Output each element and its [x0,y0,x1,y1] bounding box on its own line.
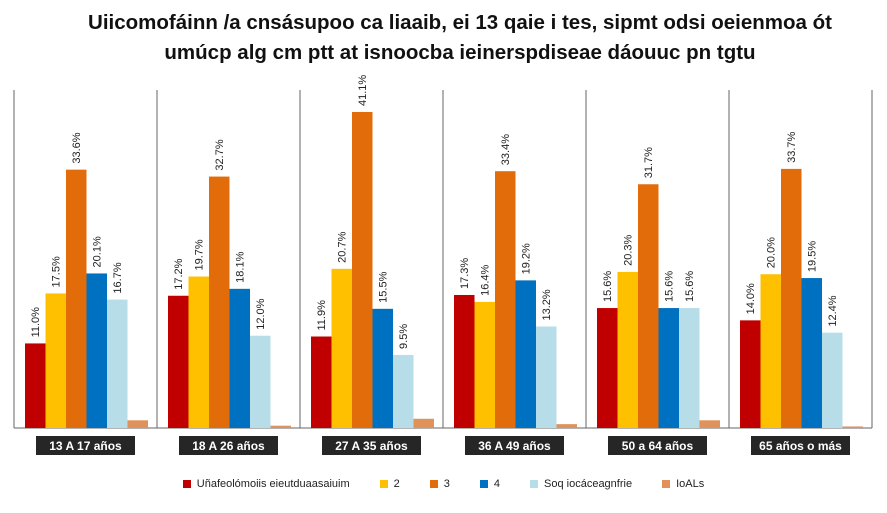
bar-5-1 [107,299,128,428]
category-label-box [751,436,850,455]
data-label: 20.7% [337,231,349,262]
data-label: 16.7% [112,262,124,293]
bar-4-3 [372,308,393,428]
category-label-box [322,436,421,455]
legend-swatch [479,480,488,488]
category-label: 18 A 26 años [192,439,265,453]
legend-swatch [530,480,539,488]
bar-2-3 [331,268,352,428]
bar-3-2 [209,176,230,428]
data-label: 11.9% [316,300,328,331]
data-label: 20.1% [92,236,104,267]
bar-1-4 [454,294,475,428]
legend-item: Uñafeolómoiis eieutduaasaiuim [182,478,350,490]
bar-6-3 [413,418,434,428]
legend-label: Uñafeolómoiis eieutduaasaiuim [196,478,350,490]
bar-3-3 [352,111,373,428]
chart-title: Uiicomofáinn /a cnsásupoo ca liaaib, ei … [88,11,832,64]
data-label: 12.0% [255,298,267,329]
bar-2-5 [617,271,638,428]
legend-item: 4 [479,478,501,490]
data-label: 13.2% [541,289,553,320]
bar-1-6 [740,320,761,428]
legend-swatch [662,480,671,488]
bar-4-2 [229,288,250,428]
data-label: 33.4% [500,134,512,165]
category-label: 65 años o más [759,439,842,453]
bar-2-4 [474,301,495,428]
category-label-box [465,436,564,455]
data-label: 9.5% [398,324,410,349]
bar-6-2 [270,425,291,428]
bar-2-1 [45,293,66,428]
data-label: 31.7% [643,147,655,178]
legend-label: 3 [443,478,450,490]
legend-label: IoALs [676,478,705,490]
legend-swatch [429,480,438,488]
bar-6-1 [127,420,148,428]
data-label: 19.2% [521,243,533,274]
data-label: 32.7% [214,139,226,170]
legend: Uñafeolómoiis eieutduaasaiuim 2 3 4 Soq iocá… [0,478,887,490]
bar-4-1 [86,273,107,428]
bar-6-4 [556,424,577,428]
legend-swatch [379,480,388,488]
data-label: 15.6% [602,271,614,302]
data-label: 12.4% [827,295,839,326]
legend-item: 2 [379,478,400,490]
category-label: 36 A 49 años [478,439,551,453]
bar-4-6 [801,278,822,428]
data-label: 11.0% [30,307,42,338]
bar-2-2 [188,276,209,428]
bar-3-5 [638,184,659,428]
bar-5-3 [393,354,414,428]
data-label: 20.3% [623,235,635,266]
data-label: 16.4% [480,264,492,295]
bar-5-5 [679,308,700,428]
bar-2-6 [760,274,781,428]
data-label: 19.7% [194,239,206,270]
bar-5-2 [250,335,271,428]
data-label: 15.6% [684,271,696,302]
legend-label: 4 [493,478,501,490]
bar-4-5 [658,308,679,428]
legend-item: Soq iocáceagnfrie [530,478,632,490]
bar-1-2 [168,295,189,428]
legend-swatch [182,480,191,488]
data-label: 15.5% [378,271,390,302]
data-label: 17.5% [51,256,63,287]
data-label: 15.6% [664,271,676,302]
bar-1-3 [311,336,332,428]
data-label: 19.5% [807,241,819,272]
bar-4-4 [515,280,536,428]
bar-5-6 [822,332,843,428]
category-label-box [36,436,135,455]
bar-3-4 [495,171,516,429]
category-label: 50 a 64 años [622,439,694,453]
bar-6-5 [699,420,720,428]
data-label: 33.7% [786,131,798,162]
bar-3-1 [66,169,87,429]
data-label: 20.0% [766,237,778,268]
data-label: 41.1% [357,75,369,106]
bar-1-5 [597,308,618,428]
data-label: 18.1% [235,251,247,282]
data-label: 14.0% [745,283,757,314]
bar-5-4 [536,326,557,428]
bar-1-1 [25,343,46,428]
legend-label: Soq iocáceagnfrie [544,478,633,490]
data-label: 33.6% [71,132,83,163]
legend-item: IoALs [662,478,704,490]
legend-item: 3 [429,478,450,490]
bar-6-6 [842,426,863,428]
category-label-box [608,436,707,455]
data-label: 17.2% [173,258,185,289]
category-label: 13 A 17 años [49,439,122,453]
legend-label: 2 [393,478,400,490]
category-label-box [179,436,278,455]
bar-3-6 [781,168,802,428]
data-label: 17.3% [459,258,471,289]
category-label: 27 A 35 años [335,439,408,453]
